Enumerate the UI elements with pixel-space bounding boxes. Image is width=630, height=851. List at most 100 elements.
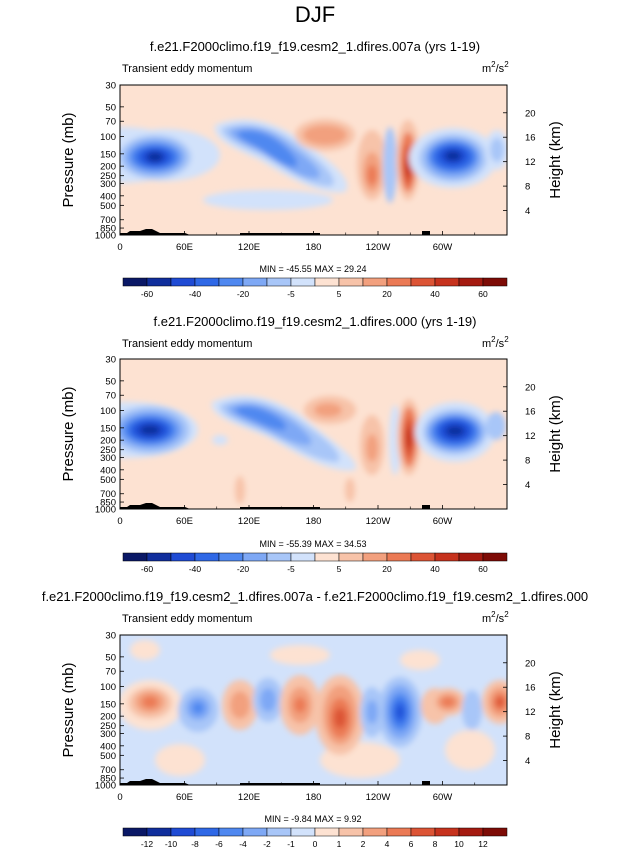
colorbar-swatch — [386, 552, 412, 562]
colorbar-swatch — [242, 277, 268, 287]
colorbar-swatch — [458, 277, 484, 287]
y2-axis-title: Height (km) — [547, 395, 564, 473]
height-axis: 20 16 12 8 4 — [503, 108, 536, 217]
colorbar-swatch — [482, 827, 508, 837]
figure-title: DJF — [295, 2, 335, 27]
pressure-tick-label: 850 — [100, 498, 116, 509]
units-label: m2/s2 — [482, 60, 509, 75]
colorbar-label: 20 — [382, 289, 392, 299]
height-tick-label: 12 — [525, 157, 536, 168]
colorbar-label: 20 — [382, 564, 392, 574]
pressure-tick-label: 200 — [100, 436, 116, 447]
variable-label: Transient eddy momentum — [122, 338, 252, 350]
colorbar-swatch — [290, 277, 316, 287]
colorbars: -60 -40 -20 -5 5 20 40 60-60 -40 -20 -5 5 20 40 60-12-… — [122, 277, 508, 849]
pressure-tick-label: 300 — [100, 729, 116, 740]
colorbar-swatch — [170, 277, 196, 287]
colorbar-swatch — [146, 827, 172, 837]
colorbar-label: 10 — [454, 839, 464, 849]
pressure-tick-label: 50 — [105, 376, 116, 387]
colorbar: -12 -10 -8 -6 -4 -2 -1 0 1 2 4 6 8 10 12 — [122, 827, 508, 849]
colorbar-swatch — [290, 552, 316, 562]
colorbar-label: -5 — [287, 564, 295, 574]
colorbar-label: 4 — [385, 839, 390, 849]
pressure-tick-label: 400 — [100, 191, 116, 202]
colorbar-swatch — [122, 827, 148, 837]
pressure-tick-label: 100 — [100, 406, 116, 417]
variable-label: Transient eddy momentum — [122, 63, 252, 75]
height-tick-label: 8 — [525, 182, 530, 193]
height-tick-label: 8 — [525, 732, 530, 743]
colorbar: -60 -40 -20 -5 5 20 40 60 — [122, 552, 508, 574]
colorbar-swatch — [314, 277, 340, 287]
colorbar-swatch — [458, 827, 484, 837]
colorbar-swatch — [434, 827, 460, 837]
panel-1: f.e21.F2000climo.f19_f19.cesm2_1.dfires.… — [60, 39, 564, 274]
colorbar-swatch — [170, 552, 196, 562]
panel-title: f.e21.F2000climo.f19_f19.cesm2_1.dfires.… — [153, 314, 476, 329]
longitude-tick-label: 60E — [176, 516, 193, 527]
height-tick-label: 12 — [525, 431, 536, 442]
pressure-tick-label: 400 — [100, 465, 116, 476]
colorbar-swatch — [410, 277, 436, 287]
pressure-tick-label: 500 — [100, 475, 116, 486]
variable-label: Transient eddy momentum — [122, 613, 252, 625]
colorbar-swatch — [122, 277, 148, 287]
pressure-tick-label: 100 — [100, 682, 116, 693]
longitude-tick-label: 60W — [433, 242, 453, 253]
units-label: m2/s2 — [482, 610, 509, 625]
colorbar-swatch — [266, 277, 292, 287]
colorbar-swatch — [482, 277, 508, 287]
colorbar-label: -60 — [141, 289, 154, 299]
pressure-tick-label: 50 — [105, 652, 116, 663]
pressure-tick-label: 50 — [105, 102, 116, 113]
colorbar-label: 2 — [361, 839, 366, 849]
pressure-tick-label: 1000 — [95, 231, 116, 242]
pressure-tick-label: 850 — [100, 224, 116, 235]
longitude-tick-label: 120W — [366, 516, 391, 527]
pressure-tick-label: 700 — [100, 215, 116, 226]
contour-field — [120, 635, 507, 785]
contour-field — [120, 359, 507, 509]
pressure-tick-label: 500 — [100, 751, 116, 762]
panel-3: f.e21.F2000climo.f19_f19.cesm2_1.dfires.… — [42, 589, 588, 824]
longitude-axis: 0 60E 120E 180 120W 60W — [117, 231, 476, 253]
longitude-tick-label: 180 — [306, 516, 322, 527]
pressure-tick-label: 700 — [100, 765, 116, 776]
height-tick-label: 20 — [525, 382, 536, 393]
longitude-axis: 0 60E 120E 180 120W 60W — [117, 781, 476, 803]
colorbar-swatch — [242, 827, 268, 837]
y2-axis-title: Height (km) — [547, 121, 564, 199]
colorbar-swatch — [410, 827, 436, 837]
pressure-tick-label: 200 — [100, 162, 116, 173]
colorbar-swatch — [194, 552, 220, 562]
pressure-tick-label: 150 — [100, 423, 116, 434]
colorbar-swatch — [266, 552, 292, 562]
longitude-tick-label: 0 — [117, 516, 122, 527]
longitude-tick-label: 120W — [366, 792, 391, 803]
colorbar-swatch — [338, 277, 364, 287]
height-tick-label: 20 — [525, 658, 536, 669]
colorbar-swatch — [482, 552, 508, 562]
colorbar-label: 40 — [430, 289, 440, 299]
colorbar-label: -60 — [141, 564, 154, 574]
pressure-tick-label: 30 — [105, 355, 116, 366]
y-axis-title: Pressure (mb) — [60, 662, 77, 757]
colorbar-label: -40 — [189, 564, 202, 574]
colorbar-label: 60 — [478, 564, 488, 574]
colorbar-swatch — [362, 827, 388, 837]
colorbar-swatch — [314, 827, 340, 837]
height-axis: 20 16 12 8 4 — [503, 658, 536, 767]
colorbar-label: -10 — [165, 839, 178, 849]
colorbar-label: 5 — [337, 564, 342, 574]
colorbar-label: -1 — [287, 839, 295, 849]
longitude-tick-label: 180 — [306, 242, 322, 253]
longitude-tick-label: 120E — [238, 792, 260, 803]
colorbar-swatch — [362, 277, 388, 287]
colorbar-label: -5 — [287, 289, 295, 299]
min-max-label: MIN = -9.84 MAX = 9.92 — [264, 814, 361, 824]
colorbar-label: -2 — [263, 839, 271, 849]
